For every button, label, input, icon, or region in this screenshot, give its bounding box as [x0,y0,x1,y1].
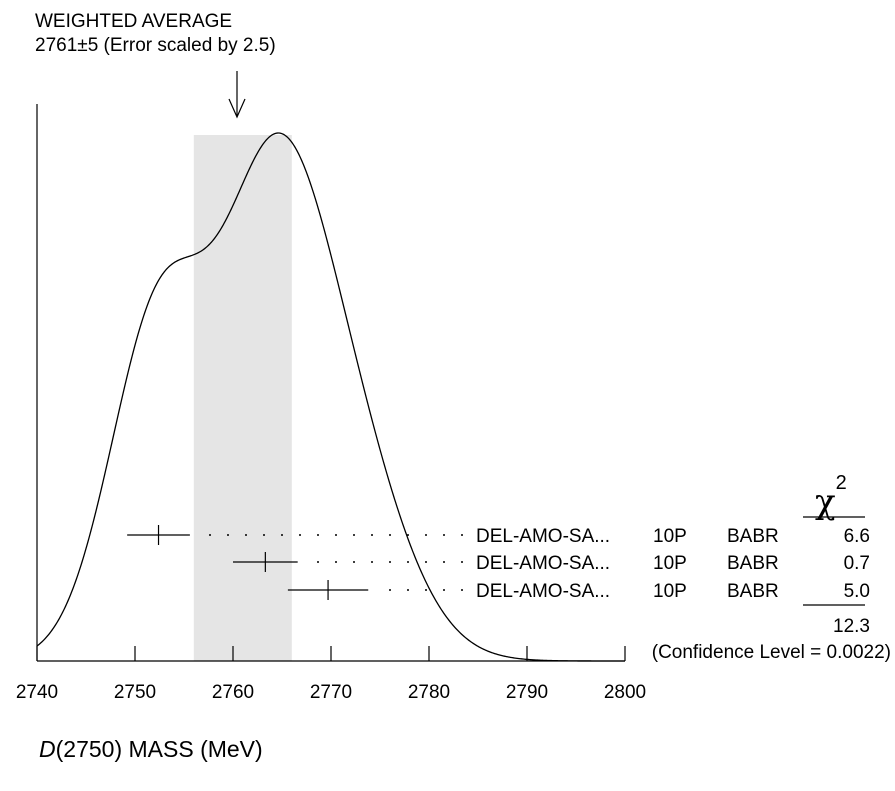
leader-dot [371,534,373,536]
leader-dot [425,534,427,536]
measurement-year: 10P [653,581,687,602]
leader-dot [425,589,427,591]
chi2-header: χ2 [815,472,847,522]
measurement-year: 10P [653,553,687,574]
chart-subtitle: 2761±5 (Error scaled by 2.5) [35,35,276,56]
leader-dot [353,561,355,563]
measurement-author: DEL-AMO-SA... [476,526,610,547]
measurement-experiment: BABR [727,526,779,547]
x-axis-ticks [36,646,626,661]
leader-dot [389,561,391,563]
x-tick-label: 2750 [114,682,156,703]
x-tick-label: 2770 [310,682,352,703]
leader-dot [281,534,283,536]
x-tick-label: 2800 [604,682,646,703]
leader-dot [443,561,445,563]
x-tick-label: 2790 [506,682,548,703]
measurement-experiment: BABR [727,553,779,574]
leader-dot [461,589,463,591]
leader-dot [335,561,337,563]
leader-dot [371,561,373,563]
leader-dot [461,534,463,536]
average-arrow-head [228,98,246,119]
leader-dot [263,534,265,536]
leader-dot [461,561,463,563]
measurement-chi2: 0.7 [844,553,870,574]
leader-dot [443,589,445,591]
measurement-author: DEL-AMO-SA... [476,553,610,574]
leader-dot [407,589,409,591]
x-tick-label: 2740 [16,682,58,703]
leader-dot [407,534,409,536]
leader-dot [353,534,355,536]
leader-dot [317,534,319,536]
leader-dot [245,534,247,536]
leader-dot [389,589,391,591]
measurement-year: 10P [653,526,687,547]
measurements: DEL-AMO-SA... 10P BABR 6.6 DEL-AMO-SA... 10P B… [127,525,870,602]
chi2-total: 12.3 [833,616,870,637]
measurement-author: DEL-AMO-SA... [476,581,610,602]
leader-dot [209,534,211,536]
ideogram-curve [36,132,625,662]
leader-dot [407,561,409,563]
x-axis-label: D(2750) MASS (MeV) [39,736,263,762]
confidence-level: (Confidence Level = 0.0022) [652,642,891,663]
leader-dot [299,534,301,536]
average-error-band [193,135,292,661]
leader-dot [389,534,391,536]
measurement-chi2: 5.0 [844,581,870,602]
measurement-experiment: BABR [727,581,779,602]
x-axis-tick-labels: 2740 2750 2760 2770 2780 2790 2800 [16,682,646,703]
leader-dot [425,561,427,563]
leader-dot [227,534,229,536]
leader-dot [317,561,319,563]
chart-title: WEIGHTED AVERAGE [35,11,232,32]
leader-dot [335,534,337,536]
x-tick-label: 2760 [212,682,254,703]
leader-dot [443,534,445,536]
measurement-chi2: 6.6 [844,526,870,547]
x-tick-label: 2780 [408,682,450,703]
